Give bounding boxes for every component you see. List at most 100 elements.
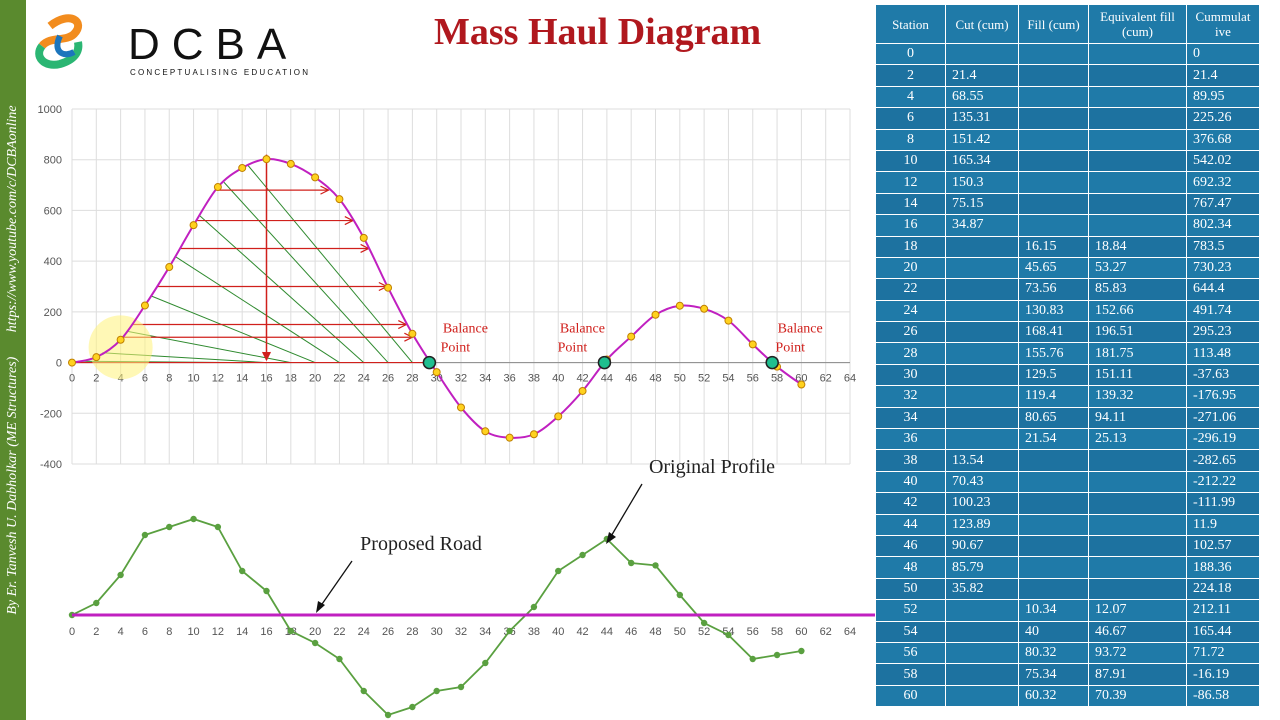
- table-row: 16 34.87 802.34: [875, 214, 1260, 237]
- table-cell: [945, 641, 1019, 665]
- table-cell: 85.83: [1088, 278, 1187, 301]
- table-cell: [1018, 42, 1089, 66]
- table-cell: 56: [875, 641, 946, 665]
- hatch-line: [247, 165, 413, 363]
- table-cell: 58: [875, 663, 946, 686]
- table-cell: 26: [875, 321, 946, 344]
- table-cell: [1088, 192, 1187, 216]
- table-cell: 45.65: [1018, 256, 1089, 280]
- profile-x-tick-label: 6: [142, 626, 148, 638]
- y-tick-label: 200: [44, 307, 62, 319]
- data-point: [262, 155, 271, 164]
- table-row: 8 151.42 376.68: [875, 128, 1260, 151]
- logo-swirl-icon: [35, 14, 83, 69]
- table-cell: 90.67: [945, 534, 1019, 558]
- profile-x-tick-label: 10: [187, 626, 199, 638]
- x-tick-label: 44: [601, 373, 613, 385]
- profile-x-tick-label: 38: [528, 626, 540, 638]
- table-cell: 376.68: [1186, 128, 1260, 151]
- table-cell: 119.4: [1018, 385, 1089, 408]
- profile-x-tick-label: 20: [309, 626, 321, 638]
- table-row: 20 45.65 53.27 730.23: [875, 256, 1260, 280]
- table-cell: 60: [875, 684, 946, 708]
- profile-x-tick-label: 8: [166, 626, 172, 638]
- table-cell: 21.4: [945, 64, 1019, 87]
- table-cell: 54: [875, 620, 946, 643]
- table-cell: 102.57: [1186, 534, 1260, 558]
- table-cell: 225.26: [1186, 107, 1260, 130]
- table-cell: 123.89: [945, 513, 1019, 536]
- profile-x-tick-label: 26: [382, 626, 394, 638]
- table-cell: [945, 42, 1019, 66]
- table-cell: [945, 321, 1019, 344]
- table-cell: [1088, 513, 1187, 536]
- profile-x-tick-label: 60: [795, 626, 807, 638]
- profile-point: [311, 639, 319, 647]
- haul-annotations: [72, 154, 425, 380]
- table-cell: 13.54: [945, 449, 1019, 472]
- table-cell: 32: [875, 385, 946, 408]
- table-cell: [1018, 534, 1089, 558]
- profile-x-tick-label: 58: [771, 626, 783, 638]
- table-cell: [945, 428, 1019, 451]
- table-row: 22 73.56 85.83 644.4: [875, 278, 1260, 301]
- table-cell: 75.15: [945, 192, 1019, 216]
- x-tick-label: 50: [674, 373, 686, 385]
- x-tick-label: 62: [820, 373, 832, 385]
- data-point: [529, 430, 538, 439]
- table-cell: [1088, 470, 1187, 494]
- table-cell: 14: [875, 192, 946, 216]
- hatch-line: [223, 181, 389, 363]
- table-cell: [945, 342, 1019, 365]
- table-cell: [945, 256, 1019, 280]
- profile-point: [749, 655, 756, 663]
- y-tick-label: -400: [40, 459, 62, 471]
- table-row: 54 40 46.67 165.44: [875, 620, 1260, 643]
- data-point: [311, 173, 320, 182]
- table-cell: 50: [875, 577, 946, 601]
- data-point: [481, 427, 490, 436]
- data-point: [408, 329, 417, 338]
- table-cell: 542.02: [1186, 149, 1260, 173]
- y-tick-label: 400: [44, 256, 62, 268]
- table-cell: 181.75: [1088, 342, 1187, 365]
- x-tick-label: 42: [576, 373, 588, 385]
- profile-point: [773, 651, 781, 659]
- table-cell: [1088, 492, 1187, 515]
- table-header-cell: Cummulat ive: [1186, 4, 1260, 44]
- data-point: [675, 301, 684, 310]
- table-cell: [1018, 214, 1089, 237]
- profile-point: [166, 523, 173, 531]
- profile-x-tick-label: 30: [431, 626, 443, 638]
- x-tick-label: 36: [504, 373, 516, 385]
- table-cell: 139.32: [1088, 385, 1187, 408]
- table-cell: 767.47: [1186, 192, 1260, 216]
- page-title: Mass Haul Diagram: [434, 11, 762, 53]
- table-cell: 168.41: [1018, 321, 1089, 344]
- profile-point: [141, 531, 149, 539]
- table-cell: [945, 385, 1019, 408]
- profile-point: [287, 627, 295, 635]
- table-row: 12 150.3 692.32: [875, 171, 1260, 194]
- profile-x-tick-label: 14: [236, 626, 248, 638]
- table-cell: [945, 363, 1019, 387]
- table-cell: [1018, 64, 1089, 87]
- table-cell: 16.15: [1018, 235, 1089, 258]
- table-cell: 151.11: [1088, 363, 1187, 387]
- table-cell: 71.72: [1186, 641, 1260, 665]
- table-cell: [945, 235, 1019, 258]
- table-cell: 130.83: [1018, 299, 1089, 323]
- profile-x-tick-label: 42: [576, 626, 588, 638]
- x-tick-label: 8: [166, 373, 172, 385]
- table-row: 6 135.31 225.26: [875, 107, 1260, 130]
- profile-point: [652, 562, 659, 569]
- data-point: [140, 301, 149, 310]
- profile-point: [555, 567, 562, 575]
- hatch-line: [175, 256, 340, 363]
- table-cell: 10: [875, 149, 946, 173]
- mass-haul-chart: -400-20002004006008001000024681012141618…: [38, 104, 857, 471]
- table-cell: 8: [875, 128, 946, 151]
- table-cell: -111.99: [1186, 492, 1260, 515]
- data-point: [700, 304, 709, 313]
- table-cell: 40: [875, 470, 946, 494]
